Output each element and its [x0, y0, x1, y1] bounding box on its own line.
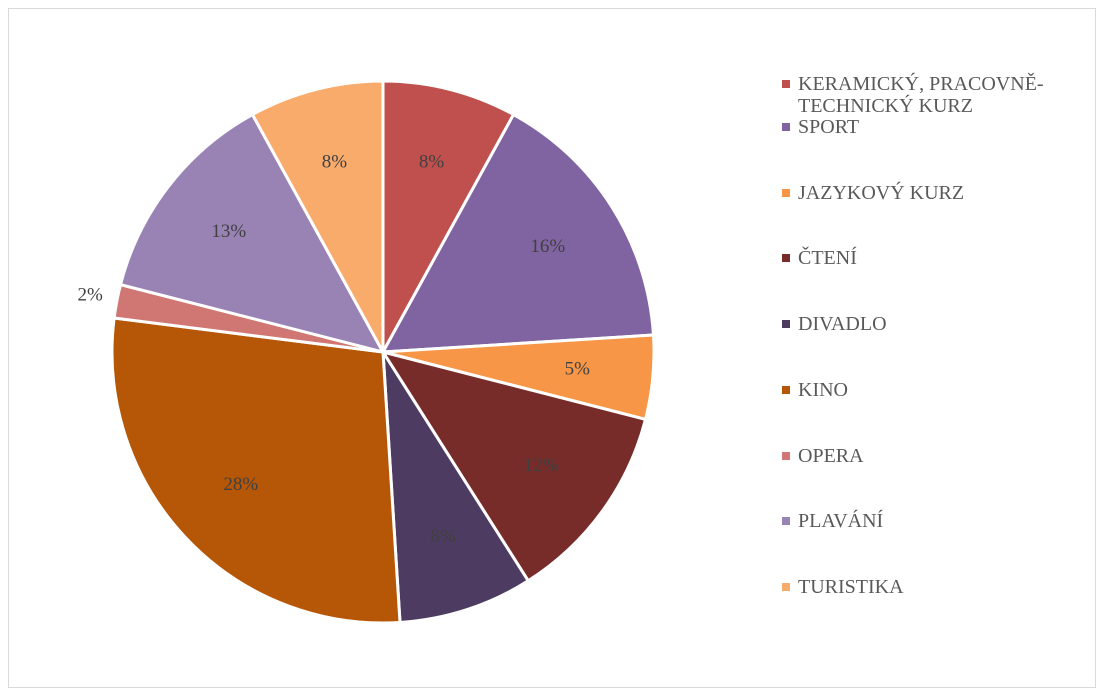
legend-item: KINO — [782, 379, 1072, 401]
legend-label: OPERA — [798, 444, 864, 467]
legend-swatch — [782, 80, 790, 88]
legend-swatch — [782, 385, 790, 394]
legend-label: PLAVÁNÍ — [798, 510, 884, 533]
data-label: 28% — [223, 474, 258, 495]
legend-swatch — [782, 451, 790, 460]
legend-label: TURISTIKA — [798, 575, 904, 598]
data-label: 5% — [565, 359, 591, 380]
legend-item: ČTENÍ — [782, 247, 1072, 269]
legend-label: SPORT — [798, 116, 860, 138]
data-label: 2% — [78, 285, 104, 306]
pie-slice — [381, 351, 531, 625]
legend-swatch — [782, 188, 790, 197]
legend-item: JAZYKOVÝ KURZ — [782, 182, 1072, 204]
legend-item: OPERA — [782, 445, 1072, 467]
data-label: 13% — [211, 221, 246, 242]
legend-swatch — [782, 254, 790, 263]
legend-item: DIVADLO — [782, 313, 1072, 335]
pie-slice — [250, 79, 385, 353]
chart-frame — [8, 8, 1096, 688]
legend-swatch — [782, 320, 790, 329]
data-label: 12% — [523, 455, 558, 476]
pie-slice — [379, 349, 648, 583]
legend-swatch — [782, 517, 790, 526]
data-label: 16% — [530, 236, 565, 257]
legend-item: KERAMICKÝ, PRACOVNĚ-TECHNICKÝ KURZ — [782, 73, 1072, 117]
data-label: 8% — [431, 526, 457, 547]
legend-label: KERAMICKÝ, PRACOVNĚ-TECHNICKÝ KURZ — [798, 73, 1044, 117]
legend-item: SPORT — [782, 116, 1072, 138]
data-label: 8% — [419, 151, 445, 172]
legend-item: TURISTIKA — [782, 576, 1072, 598]
pie-slice — [380, 112, 656, 354]
pie-slice — [381, 79, 516, 353]
legend-label: JAZYKOVÝ KURZ — [798, 181, 965, 204]
legend-item: PLAVÁNÍ — [782, 510, 1072, 532]
data-label: 8% — [322, 151, 348, 172]
legend-label: DIVADLO — [798, 313, 887, 336]
legend-swatch — [782, 582, 790, 591]
legend-label: KINO — [798, 378, 848, 401]
legend-swatch — [782, 123, 790, 131]
pie-slice — [110, 316, 402, 625]
legend-label: ČTENÍ — [798, 247, 857, 270]
pie-slice — [118, 112, 386, 355]
